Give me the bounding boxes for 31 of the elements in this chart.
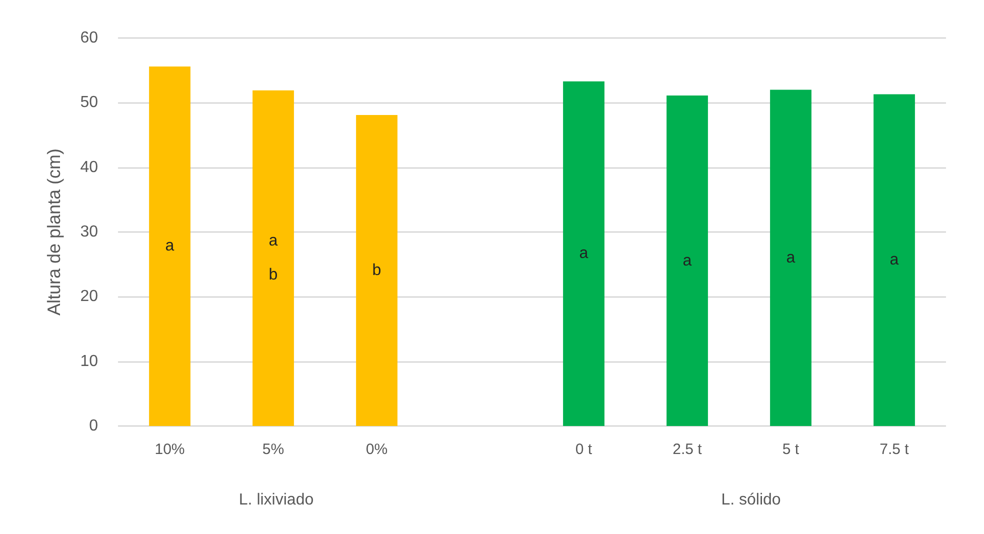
- x-tick-label: 5%: [262, 441, 284, 458]
- data-label: a: [165, 238, 174, 255]
- y-tick-label: 40: [80, 158, 98, 176]
- x-tick-label: 0%: [366, 441, 388, 458]
- x-tick-label: 2.5 t: [672, 441, 703, 458]
- x-tick-label: 7.5 t: [880, 441, 910, 458]
- data-label: a: [890, 252, 899, 269]
- bar: [563, 81, 604, 426]
- data-label: b: [372, 262, 382, 279]
- text: L. lixiviado: [238, 492, 314, 508]
- y-tick-label: 20: [80, 288, 98, 306]
- y-axis-title: Altura de planta (cm): [44, 148, 64, 316]
- bar: [356, 114, 398, 426]
- text: L. sólido: [721, 492, 781, 508]
- bar: [874, 94, 915, 426]
- y-tick-label: 50: [80, 94, 98, 112]
- y-tick-label: 10: [80, 352, 98, 370]
- data-label: a b: [268, 232, 278, 284]
- bar: [770, 90, 812, 426]
- bar: [252, 90, 294, 426]
- x-tick-label: 0 t: [575, 441, 593, 458]
- bar: [149, 66, 190, 426]
- data-label: a: [682, 252, 692, 270]
- x-tick-label: 5 t: [782, 441, 800, 458]
- bar: [666, 96, 708, 426]
- y-tick-label: 30: [80, 224, 98, 240]
- data-label: a: [786, 249, 796, 266]
- x-tick-label: 10%: [154, 441, 185, 458]
- data-label: a: [579, 245, 588, 262]
- y-tick-label: 60: [80, 30, 98, 46]
- y-tick-label: 0: [89, 418, 98, 434]
